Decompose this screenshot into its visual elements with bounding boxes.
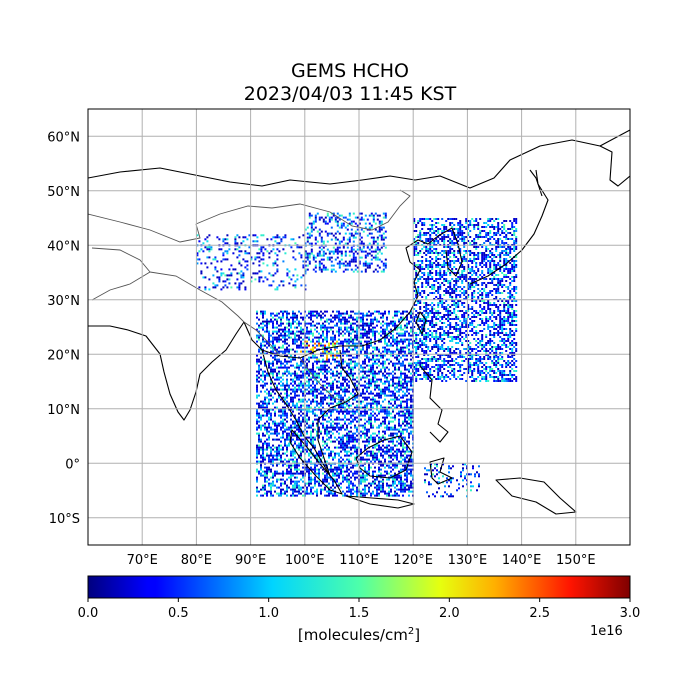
colorbar-tick-label: 2.0 [439,606,460,621]
unit-prefix: [molecules/cm [297,626,408,644]
border-laos-vietnam [299,357,347,403]
colorbar-tick-label: 1.0 [258,606,279,621]
longitude-tick-label: 100°E [285,553,325,568]
colorbar-tick-label: 3.0 [620,606,641,621]
longitude-tick-label: 70°E [127,553,158,568]
coastline-japan [469,169,549,285]
latitude-tick-labels: 60°N 50°N 40°N 30°N 20°N 10°N 0° 10°S [47,130,80,527]
map-title: GEMS HCHO [290,60,410,82]
coastline-asia-north [88,129,630,189]
border-china-south [149,271,245,323]
border-central-asia [88,213,201,243]
coastline-borneo [355,435,413,479]
coastline-indochina [261,349,359,477]
colorbar-tick-label: 0.5 [168,606,189,621]
longitude-tick-label: 110°E [339,553,379,568]
colorbar-ticks: 0.0 0.5 1.0 1.5 2.0 2.5 3.0 [78,598,641,621]
latitude-tick-label: 60°N [47,130,80,145]
longitude-tick-label: 130°E [448,553,488,568]
coastline-sumatra [289,429,343,495]
coastline-korea [445,227,463,277]
colorbar-exponent: 1e16 [590,624,623,639]
coastline-sakhalin [529,169,543,197]
latitude-tick-label: 30°N [47,294,80,309]
longitude-tick-label: 80°E [181,553,212,568]
coastline-philippines [419,365,449,443]
longitude-tick-label: 120°E [393,553,433,568]
colorbar-tick-label: 0.0 [78,606,99,621]
border-myanmar [243,321,281,357]
border-layer [88,189,411,403]
longitude-tick-label: 90°E [235,553,266,568]
longitude-tick-label: 140°E [502,553,542,568]
longitude-tick-label: 150°E [556,553,596,568]
colorbar-tick-label: 1.5 [349,606,370,621]
latitude-tick-label: 10°S [49,512,80,527]
coastline-taiwan [415,311,427,335]
border-mongolia [195,189,411,231]
colorbar-tick-label: 2.5 [529,606,550,621]
latitude-tick-label: 40°N [47,239,80,254]
coastline-sulawesi [429,457,453,485]
colorbar [87,575,631,599]
map-grid [88,109,630,545]
hcho-data-swath [196,212,518,498]
coastline-java [345,495,415,509]
latitude-tick-label: 20°N [47,348,80,363]
unit-superscript: 2 [407,626,415,637]
map-frame [87,108,631,546]
latitude-tick-label: 0° [65,457,80,472]
longitude-tick-labels: 70°E 80°E 90°E 100°E 110°E 120°E 130°E 140°E 150… [127,553,596,568]
coastline-layer [88,129,630,515]
latitude-tick-label: 50°N [47,185,80,200]
coastline-east-asia [243,227,453,359]
border-stans [91,247,151,301]
unit-suffix: ] [414,626,421,644]
coastline-india [88,321,245,421]
colorbar-unit-label: [molecules/cm2] [88,626,630,644]
map-subtitle-datetime: 2023/04/03 11:45 KST [243,83,457,105]
latitude-tick-label: 10°N [47,403,80,418]
coastline-new-guinea [495,477,577,515]
coastline-kamchatka [599,145,630,187]
